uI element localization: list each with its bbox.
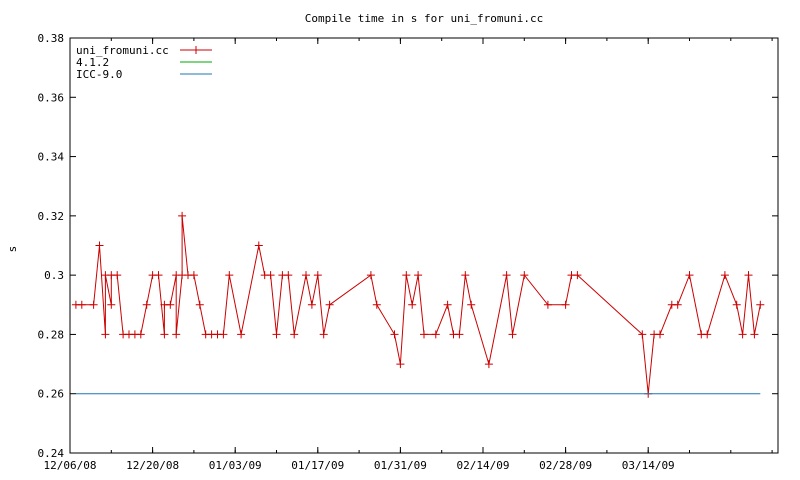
data-point xyxy=(573,271,582,280)
x-tick-label: 02/28/09 xyxy=(539,459,592,472)
data-point xyxy=(638,330,647,339)
y-tick-label: 0.3 xyxy=(44,269,64,282)
data-point xyxy=(396,360,405,369)
y-axis-label: s xyxy=(6,246,19,253)
data-point xyxy=(237,330,246,339)
data-point xyxy=(313,271,322,280)
x-tick-label: 02/14/09 xyxy=(457,459,510,472)
data-point xyxy=(225,271,234,280)
data-point xyxy=(290,330,299,339)
data-point xyxy=(420,330,428,339)
data-point xyxy=(107,300,116,309)
data-point xyxy=(219,330,228,339)
y-tick-label: 0.38 xyxy=(38,32,65,45)
x-tick-label: 03/14/09 xyxy=(622,459,675,472)
data-point xyxy=(390,330,399,339)
data-point xyxy=(502,271,511,280)
data-point xyxy=(77,300,86,309)
data-point xyxy=(520,271,529,280)
y-axis-ticks: 0.24 0.26 0.28 0.3 0.32 0.34 0.36 0.38 xyxy=(38,32,778,460)
x-tick-label: 01/17/09 xyxy=(291,459,344,472)
data-point xyxy=(543,300,552,309)
y-tick-label: 0.26 xyxy=(38,388,65,401)
series-layer xyxy=(71,211,765,398)
legend-marker xyxy=(192,46,200,54)
data-point xyxy=(284,271,293,280)
data-point xyxy=(455,330,464,339)
y-tick-label: 0.36 xyxy=(38,91,65,104)
data-point xyxy=(744,271,753,280)
x-tick-label: 12/20/08 xyxy=(126,459,179,472)
data-point xyxy=(142,300,151,309)
y-tick-label: 0.34 xyxy=(38,151,65,164)
data-point xyxy=(266,271,275,280)
data-point xyxy=(95,241,104,250)
chart-title: Compile time in s for uni_fromuni.cc xyxy=(305,12,543,25)
data-point xyxy=(467,300,476,309)
data-point xyxy=(402,271,411,280)
data-point xyxy=(366,271,375,280)
data-point xyxy=(703,330,712,339)
data-point xyxy=(656,330,664,339)
data-point xyxy=(720,271,729,280)
x-tick-label: 12/06/08 xyxy=(44,459,97,472)
data-point xyxy=(673,300,682,309)
data-point xyxy=(732,300,741,309)
data-point xyxy=(154,271,163,280)
series-line xyxy=(75,215,761,394)
legend-label: uni_fromuni.cc xyxy=(76,44,169,57)
data-point xyxy=(431,330,440,339)
data-point xyxy=(484,360,493,369)
y-tick-label: 0.28 xyxy=(38,328,65,341)
data-point xyxy=(408,300,417,309)
plot-frame xyxy=(69,37,779,454)
data-point xyxy=(254,241,263,250)
data-point xyxy=(166,300,175,309)
data-point xyxy=(561,300,570,309)
series-group xyxy=(71,211,765,398)
data-point xyxy=(756,300,765,309)
data-point xyxy=(160,330,169,339)
y-tick-label: 0.24 xyxy=(38,447,65,460)
data-point xyxy=(172,330,181,339)
data-point xyxy=(414,271,423,280)
y-tick-label: 0.32 xyxy=(38,210,65,223)
data-point xyxy=(372,300,381,309)
data-point xyxy=(443,300,452,309)
data-point xyxy=(113,271,122,280)
data-point xyxy=(101,330,110,339)
data-point xyxy=(319,330,328,339)
data-point xyxy=(189,271,198,280)
data-point xyxy=(307,300,316,309)
x-tick-label: 01/03/09 xyxy=(209,459,262,472)
data-point xyxy=(302,271,310,280)
x-tick-label: 01/31/09 xyxy=(374,459,427,472)
data-point xyxy=(508,330,517,339)
data-point xyxy=(685,271,694,280)
data-point xyxy=(195,300,204,309)
data-point xyxy=(272,330,281,339)
data-point xyxy=(136,330,145,339)
x-axis-ticks: 12/06/08 12/20/08 01/03/09 01/17/09 01/31/09… xyxy=(44,38,773,472)
data-point xyxy=(89,300,98,309)
data-point xyxy=(325,300,334,309)
data-point xyxy=(178,211,187,220)
data-point xyxy=(461,271,470,280)
data-point xyxy=(738,330,747,339)
data-point xyxy=(750,330,759,339)
legend-label: 4.1.2 xyxy=(76,56,109,69)
legend-label: ICC-9.0 xyxy=(76,68,122,81)
